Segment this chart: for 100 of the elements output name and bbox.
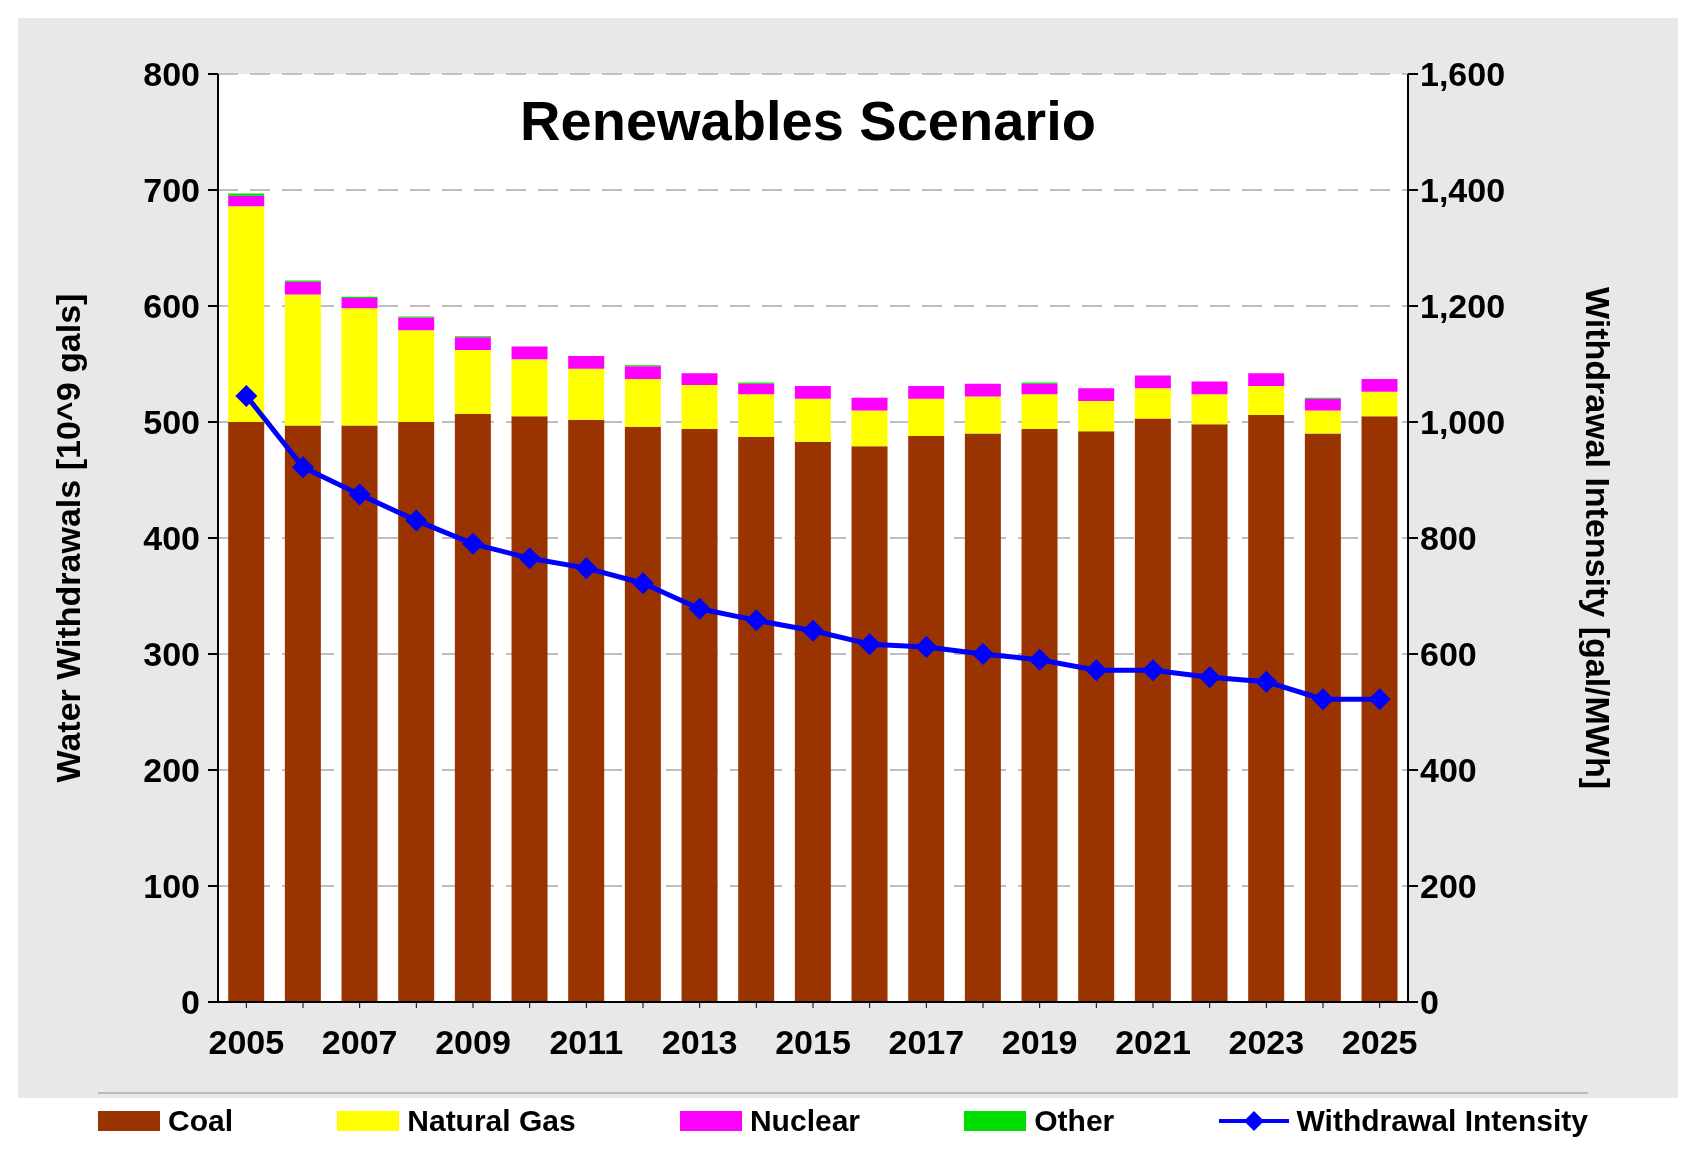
point [1198,666,1221,689]
point [1028,648,1051,671]
x-tick-label: 2019 [1001,1023,1078,1062]
bar [284,425,321,1002]
bar [1304,398,1341,411]
x-tick-label: 2005 [208,1023,285,1062]
bar [1078,431,1115,1002]
bar [1248,415,1285,1002]
bar [1304,410,1341,434]
bar [568,368,605,420]
bar [794,398,831,442]
bar [284,281,321,295]
bar [511,346,548,360]
bar [624,379,661,427]
bar [568,419,605,1002]
point [802,619,824,642]
bar [1248,386,1285,416]
bar [1248,373,1285,387]
legend-label: Natural Gas [407,1104,576,1138]
y2-tick-label: 1,600 [1420,55,1506,94]
bar [1134,418,1171,1002]
y-tick-label: 500 [143,403,200,441]
legend-label: Nuclear [749,1104,861,1138]
bar [738,437,775,1002]
bar [738,383,775,395]
bar [228,195,265,207]
y2-tick-label: 1,400 [1420,171,1506,210]
bar [851,446,888,1002]
y-axis-title: Water Withdrawals [10^9 gals] [49,293,88,783]
point [632,572,654,595]
bar [341,297,378,309]
bar [681,384,718,429]
bar [284,294,321,426]
y2-tick-label: 1,200 [1420,287,1506,326]
bar [738,394,775,438]
point [915,636,938,659]
y-tick-label: 100 [143,867,200,905]
bar [1134,388,1171,419]
bar [908,398,945,436]
point [348,483,371,506]
y-tick-label: 400 [143,519,200,557]
bar [851,410,888,447]
point [575,557,598,580]
x-tick-label: 2011 [549,1023,624,1062]
x-tick-label: 2021 [1115,1023,1191,1062]
bar [228,422,265,1002]
bar [624,426,661,1002]
bar [1191,394,1228,425]
bar [454,350,491,414]
bar [398,422,435,1002]
bar [1078,401,1115,432]
y2-axis-title: Withdrawal Intensity [gal/MWh] [1578,286,1617,790]
x-tick-label: 2015 [775,1023,851,1062]
x-tick-label: 2013 [661,1023,738,1062]
bar [568,355,605,369]
bar [454,337,491,351]
bar [1304,433,1341,1002]
bar [964,433,1001,1002]
y2-tick-label: 200 [1420,867,1477,906]
bar [1191,424,1228,1002]
bar [511,416,548,1002]
bar [851,397,888,411]
y-tick-label: 700 [143,171,200,209]
bar [1021,428,1058,1002]
point [518,547,541,570]
bar [794,441,831,1002]
point [1142,659,1164,682]
bar [964,396,1001,434]
bar [681,428,718,1002]
point [1312,688,1334,711]
x-tick-label: 2017 [888,1023,965,1062]
bar [1191,381,1228,395]
point [405,509,428,532]
legend-label: Coal [168,1104,234,1138]
bar [1134,375,1171,389]
y-tick-label: 0 [181,983,200,1021]
bar [964,383,1001,397]
bar [341,308,378,426]
point [745,609,768,632]
bar [398,317,435,331]
bar [1021,383,1058,395]
x-tick-label: 2025 [1341,1023,1418,1062]
bar [1361,416,1398,1002]
point [972,643,994,665]
point [1255,670,1278,693]
point [1368,688,1391,711]
point [235,384,258,407]
bar [681,373,718,385]
bar [1361,379,1398,392]
bar [341,425,378,1002]
y2-tick-label: 400 [1420,751,1477,790]
bar [454,413,491,1002]
chart-title: Renewables Scenario [519,88,1097,153]
point [1085,659,1108,682]
bar [1021,394,1058,429]
y2-tick-label: 800 [1420,519,1477,558]
bar [398,330,435,422]
bar [1078,388,1115,402]
point [462,532,484,555]
y2-tick-label: 0 [1420,983,1439,1022]
